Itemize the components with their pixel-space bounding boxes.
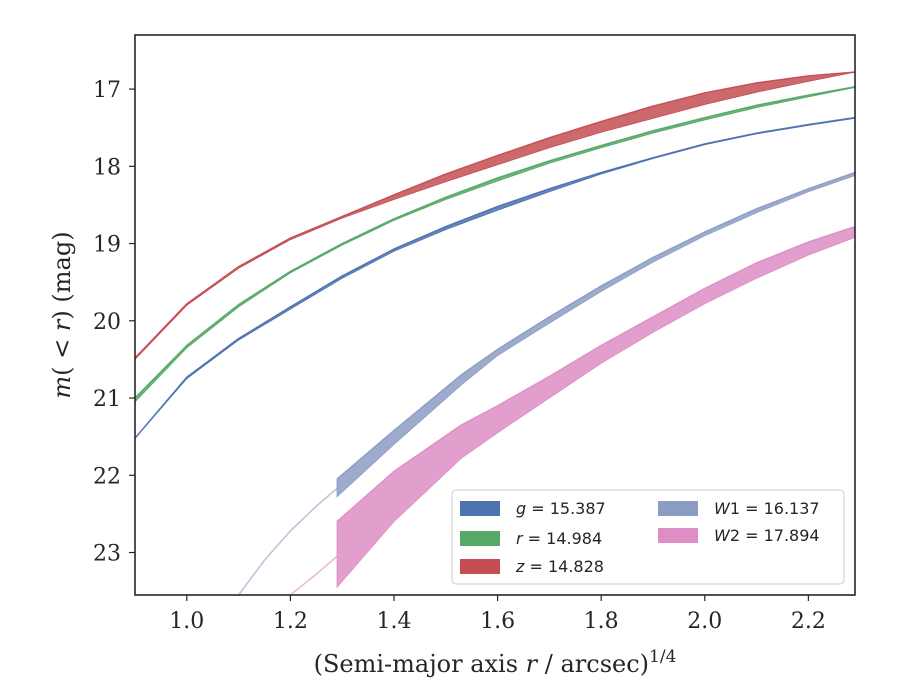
series-extrapolation-W2 [289, 555, 338, 595]
y-tick-label: 20 [93, 310, 121, 335]
series-line-W2 [336, 225, 855, 523]
series-line-z [135, 71, 855, 359]
series-line-W1 [336, 171, 855, 480]
y-tick-label: 23 [93, 542, 121, 567]
legend-swatch-z [460, 559, 500, 574]
series-line-r [135, 86, 855, 399]
x-tick-label: 1.4 [376, 609, 411, 634]
x-tick-label: 1.2 [273, 609, 308, 634]
x-tick-label: 2.2 [791, 609, 826, 634]
y-axis-label: m( < r) (mag) [48, 231, 76, 398]
y-tick-label: 19 [93, 233, 121, 258]
y-tick-label: 22 [93, 464, 121, 489]
legend-label-z: z = 14.828 [515, 557, 604, 576]
legend-label-w2: W2 = 17.894 [714, 526, 820, 545]
x-tick-label: 1.8 [584, 609, 619, 634]
legend-swatch-w1 [658, 501, 698, 516]
legend-label-g: g = 15.387 [516, 499, 606, 518]
plot-area [135, 71, 855, 595]
plot-frame [134, 34, 856, 596]
legend-swatch-g [460, 501, 500, 516]
y-axis-ticks: 17 18 19 20 21 22 23 [93, 78, 135, 567]
legend-label-w1: W1 = 16.137 [714, 499, 820, 518]
x-tick-label: 1.0 [169, 609, 204, 634]
x-tick-label: 2.0 [687, 609, 722, 634]
legend-box [451, 489, 845, 585]
legend: g = 15.387 r = 14.984 z = 14.828 W1 = 16… [451, 489, 845, 585]
x-axis-label: (Semi-major axis r / arcsec)1/4 [314, 647, 677, 678]
x-tick-label: 1.6 [480, 609, 515, 634]
y-tick-label: 17 [93, 78, 121, 103]
x-axis-ticks: 1.0 1.2 1.4 1.6 1.8 2.0 2.2 [169, 595, 826, 634]
series-line-g [135, 116, 855, 439]
legend-label-r: r = 14.984 [516, 529, 602, 548]
y-tick-label: 18 [93, 155, 121, 180]
series-extrapolation-W1 [237, 487, 338, 595]
y-tick-label: 21 [93, 387, 121, 412]
legend-swatch-w2 [658, 528, 698, 543]
legend-swatch-r [460, 531, 500, 546]
